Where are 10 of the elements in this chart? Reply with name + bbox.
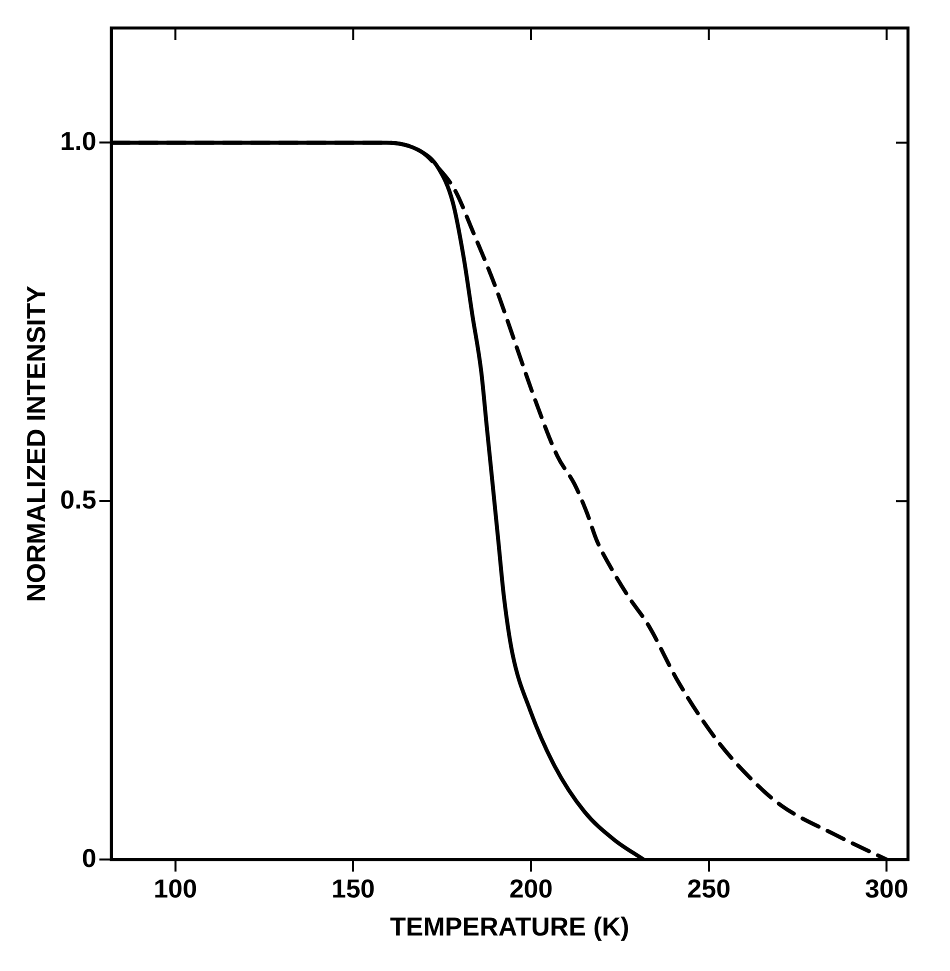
y-tick-label: 1.0 — [60, 126, 96, 156]
x-tick-label: 200 — [509, 873, 553, 904]
x-axis-title: TEMPERATURE (K) — [390, 912, 630, 942]
y-axis-title: NORMALIZED INTENSITY — [20, 286, 51, 602]
y-tick-label: 0.5 — [60, 484, 96, 514]
y-tick-label: 0 — [82, 842, 96, 873]
x-tick-label: 250 — [687, 873, 731, 904]
x-tick-label: 300 — [864, 873, 908, 904]
x-tick-label: 150 — [331, 873, 375, 904]
x-tick-label: 100 — [154, 873, 198, 904]
